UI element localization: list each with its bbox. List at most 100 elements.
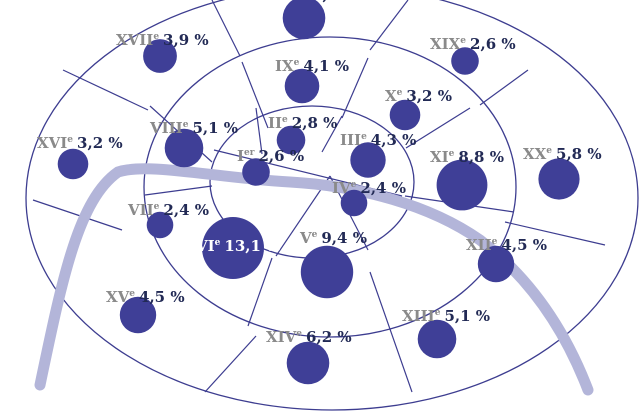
label-xviii: XVIIIe6,2 %	[258, 0, 358, 4]
percentage-value: 4,5 %	[501, 236, 547, 254]
percentage-value: 3,2 %	[77, 134, 123, 152]
label-xiii: XIIIe 5,1 %	[402, 307, 490, 325]
percentage-value: 4,1 %	[303, 57, 349, 75]
ordinal-suffix: e	[546, 146, 552, 156]
bubble-xi	[436, 159, 488, 211]
bubble-xii	[477, 245, 515, 283]
ordinal-suffix: e	[435, 308, 441, 318]
ordinal-suffix: e	[67, 135, 73, 145]
bubble-ii	[276, 125, 306, 155]
bubble-xiii	[417, 319, 457, 359]
roman-numeral: VII	[127, 201, 154, 219]
percentage-value: 5,1 %	[192, 119, 238, 137]
roman-numeral: XIX	[430, 35, 461, 53]
label-ix: IXe 4,1 %	[275, 57, 349, 75]
label-xvii: XVIIe 3,9 %	[116, 31, 209, 49]
boundary-line	[369, 0, 409, 51]
ordinal-suffix: e	[351, 180, 357, 190]
ordinal-suffix: e	[183, 120, 189, 130]
boundary-line	[32, 199, 123, 231]
roman-numeral: VIII	[149, 119, 183, 137]
roman-numeral: I	[237, 147, 244, 165]
label-x: Xe 3,2 %	[385, 87, 452, 105]
ordinal-suffix: e	[215, 238, 221, 248]
roman-numeral: V	[299, 229, 312, 247]
percentage-value: 3,9 %	[163, 31, 209, 49]
roman-numeral: XVI	[37, 134, 67, 152]
label-i: Ier 2,6 %	[237, 147, 304, 165]
percentage-value: 4,5 %	[139, 288, 185, 306]
roman-numeral: XII	[466, 236, 492, 254]
label-xii: XIIe 4,5 %	[466, 236, 547, 254]
seine-river	[34, 163, 594, 396]
boundary-line	[504, 221, 606, 246]
label-v: Ve 9,4 %	[299, 229, 367, 247]
boundary-line	[211, 0, 241, 57]
boundary-line	[255, 107, 263, 155]
roman-numeral: XIV	[266, 328, 297, 346]
percentage-value: 4,3 %	[371, 131, 417, 149]
percentage-value: 8,8 %	[458, 148, 504, 166]
percentage-value: 2,6 %	[470, 35, 516, 53]
percentage-value: 6,2 %	[312, 0, 358, 4]
percentage-value: 5,8 %	[556, 145, 602, 163]
boundary-line	[204, 335, 257, 393]
bubble-xv	[119, 296, 157, 334]
boundary-line	[341, 57, 369, 119]
bubble-xiv	[286, 341, 330, 385]
label-viii: VIIIe 5,1 %	[149, 119, 238, 137]
ordinal-suffix: e	[492, 237, 498, 247]
label-xx: XXe 5,8 %	[523, 145, 602, 163]
label-xiv: XIVe 6,2 %	[266, 328, 352, 346]
roman-numeral: XIII	[402, 307, 435, 325]
percentage-value: 2,4 %	[360, 179, 406, 197]
roman-numeral: III	[340, 131, 361, 149]
label-vii: VIIe 2,4 %	[127, 201, 209, 219]
percentage-value: 2,6 %	[259, 147, 305, 165]
bubble-iii	[350, 142, 386, 178]
roman-numeral: XI	[430, 148, 449, 166]
bubble-xviii	[282, 0, 326, 40]
roman-numeral: IX	[275, 57, 294, 75]
label-vi: VIe 13,1 %	[195, 237, 280, 255]
bubble-v	[300, 245, 354, 299]
label-ii: IIe 2,8 %	[268, 114, 337, 132]
label-xv: XVe 4,5 %	[106, 288, 185, 306]
roman-numeral: XVIII	[258, 0, 302, 4]
ordinal-suffix: e	[460, 36, 466, 46]
bubble-xx	[538, 158, 580, 200]
ordinal-suffix: er	[244, 148, 255, 158]
bubble-xvi	[57, 148, 89, 180]
bubble-vii	[146, 211, 174, 239]
label-xi: XIe 8,8 %	[430, 148, 504, 166]
ordinal-suffix: e	[449, 149, 455, 159]
bubble-i	[242, 158, 270, 186]
percentage-value: 6,2 %	[306, 328, 352, 346]
roman-numeral: XV	[106, 288, 130, 306]
percentage-value: 2,8 %	[292, 114, 338, 132]
boundary-line	[144, 185, 213, 196]
boundary-line	[241, 61, 269, 129]
boundary-line	[369, 271, 413, 393]
bubble-x	[389, 99, 421, 131]
bubble-viii	[164, 128, 204, 168]
percentage-value: 9,4 %	[321, 229, 367, 247]
ordinal-suffix: e	[153, 32, 159, 42]
outer-ring	[25, 0, 639, 411]
boundary-line	[321, 115, 343, 153]
ordinal-suffix: e	[296, 329, 302, 339]
bubbles	[57, 0, 580, 385]
roman-numeral: IV	[332, 179, 351, 197]
roman-numeral: XX	[523, 145, 547, 163]
ordinal-suffix: e	[397, 88, 403, 98]
ordinal-suffix: e	[154, 202, 160, 212]
percentage-value: 13,1 %	[224, 237, 280, 255]
boundary-line	[247, 257, 273, 327]
boundary-line	[479, 69, 529, 106]
boundary-line	[62, 69, 149, 111]
roman-numeral: II	[268, 114, 282, 132]
bubble-xvii	[143, 39, 177, 73]
bubble-ix	[284, 68, 320, 104]
ordinal-suffix: e	[361, 132, 367, 142]
